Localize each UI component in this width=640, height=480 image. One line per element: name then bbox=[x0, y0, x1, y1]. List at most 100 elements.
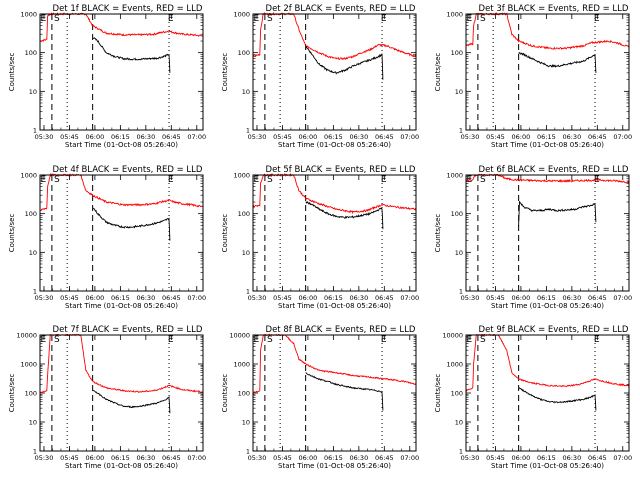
x-tick-label: 06:30 bbox=[562, 454, 581, 462]
x-tick-label: 05:45 bbox=[60, 454, 79, 462]
x-tick-label: 07:00 bbox=[613, 294, 632, 302]
plot-frame bbox=[465, 174, 630, 292]
x-tick-label: 06:45 bbox=[162, 133, 181, 141]
y-tick-label: 100 bbox=[238, 390, 250, 398]
x-tick-label: 05:30 bbox=[461, 454, 480, 462]
x-tick-label: 06:30 bbox=[136, 133, 155, 141]
x-tick-label: 06:00 bbox=[86, 294, 105, 302]
marker-label-e: E bbox=[381, 14, 387, 24]
x-tick-label: 06:45 bbox=[375, 294, 394, 302]
y-tick-label: 1 bbox=[33, 288, 37, 296]
x-tick-label: 05:30 bbox=[461, 133, 480, 141]
panel-title: Det 7f BLACK = Events, RED = LLD bbox=[53, 325, 203, 335]
x-tick-label: 06:15 bbox=[324, 133, 343, 141]
x-tick-label: 07:00 bbox=[187, 133, 206, 141]
panel-1: Det 1f BLACK = Events, RED = LLD Counts/s… bbox=[8, 4, 206, 149]
y-tick-label: 100 bbox=[238, 210, 250, 218]
x-tick-label: 07:00 bbox=[400, 294, 419, 302]
x-tick-label: 07:00 bbox=[400, 454, 419, 462]
series-lld-line bbox=[465, 333, 630, 392]
y-axis-label: Counts/sec bbox=[221, 53, 229, 92]
series-lld-line bbox=[252, 11, 417, 61]
panel-9: Det 9f BLACK = Events, RED = LLD Counts/s… bbox=[434, 325, 632, 470]
series-lld-line bbox=[39, 333, 204, 394]
x-axis-label: Start Time (01-Oct-08 05:26:40) bbox=[65, 462, 178, 470]
y-axis-label: Counts/sec bbox=[8, 214, 16, 253]
y-tick-label: 10 bbox=[455, 419, 463, 427]
series-events-line bbox=[92, 390, 171, 414]
x-tick-label: 06:45 bbox=[588, 294, 607, 302]
marker-label-e: E bbox=[381, 335, 387, 345]
marker-label-s: S bbox=[267, 335, 273, 345]
y-tick-label: 1 bbox=[246, 448, 250, 456]
x-tick-label: 06:30 bbox=[562, 133, 581, 141]
y-axis-label: Counts/sec bbox=[8, 374, 16, 413]
y-tick-label: 1 bbox=[33, 448, 37, 456]
plot-frame bbox=[465, 13, 630, 131]
panel-5: Det 5f BLACK = Events, RED = LLD Counts/s… bbox=[221, 165, 419, 310]
y-tick-label: 1000 bbox=[446, 361, 463, 369]
series-events-line bbox=[518, 51, 597, 73]
x-tick-label: 05:30 bbox=[461, 294, 480, 302]
y-tick-label: 1 bbox=[246, 288, 250, 296]
y-tick-label: 10 bbox=[29, 419, 37, 427]
x-tick-label: 06:00 bbox=[512, 294, 531, 302]
x-tick-label: 06:45 bbox=[588, 133, 607, 141]
x-tick-label: 06:30 bbox=[349, 454, 368, 462]
marker-label-e: E bbox=[168, 335, 174, 345]
y-tick-label: 1000 bbox=[20, 172, 37, 180]
y-tick-label: 10 bbox=[242, 249, 250, 257]
x-tick-label: 05:30 bbox=[35, 294, 54, 302]
y-tick-label: 10 bbox=[29, 249, 37, 257]
plot-frame bbox=[39, 174, 204, 292]
x-tick-label: 06:15 bbox=[537, 133, 556, 141]
y-tick-label: 1000 bbox=[446, 172, 463, 180]
x-tick-label: 07:00 bbox=[613, 454, 632, 462]
panel-title: Det 1f BLACK = Events, RED = LLD bbox=[53, 4, 203, 14]
marker-label-e: E bbox=[41, 335, 47, 345]
y-tick-label: 10 bbox=[242, 419, 250, 427]
x-tick-label: 06:15 bbox=[537, 294, 556, 302]
y-tick-label: 10000 bbox=[229, 332, 250, 340]
y-tick-label: 1 bbox=[246, 127, 250, 135]
x-tick-label: 05:45 bbox=[486, 294, 505, 302]
y-axis-label: Counts/sec bbox=[434, 214, 442, 253]
x-axis-label: Start Time (01-Oct-08 05:26:40) bbox=[491, 302, 604, 310]
marker-label-s: S bbox=[267, 175, 273, 185]
panel-6: Det 6f BLACK = Events, RED = LLD Counts/s… bbox=[434, 165, 632, 310]
y-tick-label: 10 bbox=[455, 88, 463, 96]
marker-label-s: S bbox=[54, 14, 60, 24]
y-tick-label: 10 bbox=[455, 249, 463, 257]
y-tick-label: 100 bbox=[451, 49, 463, 57]
series-events-line bbox=[92, 207, 171, 241]
y-tick-label: 1000 bbox=[233, 172, 250, 180]
x-tick-label: 06:30 bbox=[349, 133, 368, 141]
y-tick-label: 100 bbox=[451, 210, 463, 218]
panel-title: Det 3f BLACK = Events, RED = LLD bbox=[479, 4, 629, 14]
marker-label-e: E bbox=[467, 14, 473, 24]
series-events-line bbox=[305, 372, 384, 411]
x-axis-label: Start Time (01-Oct-08 05:26:40) bbox=[491, 462, 604, 470]
y-axis-label: Counts/sec bbox=[434, 374, 442, 413]
x-tick-label: 06:45 bbox=[162, 294, 181, 302]
series-events-line bbox=[92, 37, 171, 73]
x-tick-label: 06:45 bbox=[375, 133, 394, 141]
y-tick-label: 1000 bbox=[20, 11, 37, 19]
series-lld-line bbox=[252, 172, 417, 215]
x-axis-label: Start Time (01-Oct-08 05:26:40) bbox=[65, 141, 178, 149]
marker-label-s: S bbox=[480, 175, 486, 185]
x-tick-label: 05:45 bbox=[486, 454, 505, 462]
x-tick-label: 06:00 bbox=[512, 133, 531, 141]
plot-frame bbox=[39, 334, 204, 452]
x-tick-label: 05:45 bbox=[486, 133, 505, 141]
x-tick-label: 06:30 bbox=[349, 294, 368, 302]
series-events-line bbox=[518, 201, 597, 227]
y-tick-label: 100 bbox=[25, 210, 37, 218]
x-tick-label: 07:00 bbox=[613, 133, 632, 141]
panel-3: Det 3f BLACK = Events, RED = LLD Counts/s… bbox=[434, 4, 632, 149]
x-axis-label: Start Time (01-Oct-08 05:26:40) bbox=[278, 141, 391, 149]
x-tick-label: 05:45 bbox=[273, 133, 292, 141]
x-tick-label: 05:45 bbox=[60, 133, 79, 141]
x-tick-label: 05:45 bbox=[273, 294, 292, 302]
marker-label-s: S bbox=[480, 335, 486, 345]
